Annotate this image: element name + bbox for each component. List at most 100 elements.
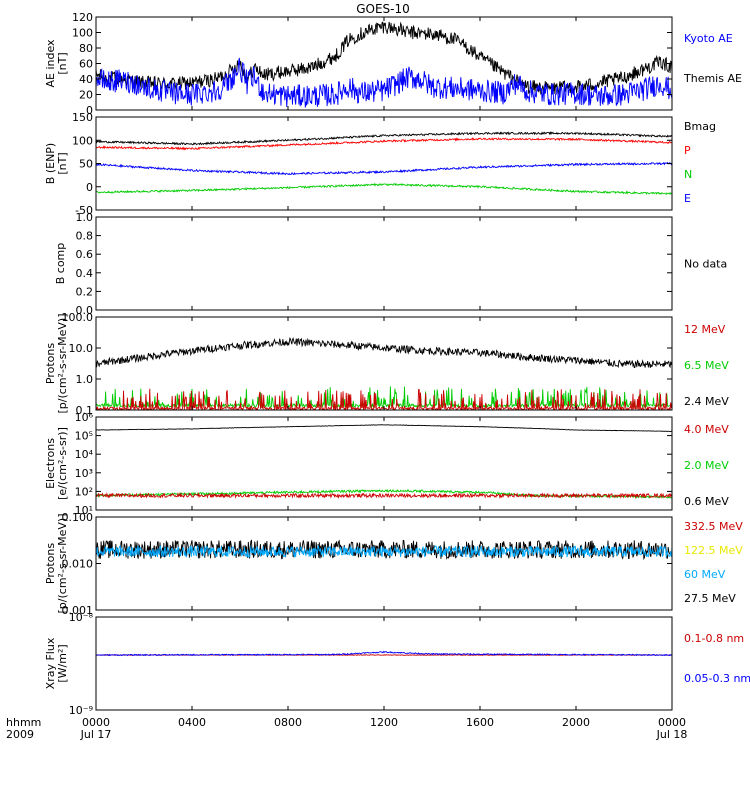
- panel-xray: 10⁻⁹ 10⁻⁸ Xray Flux [W/m²] 0.1-0.8 nm 0.05-0.…: [44, 611, 750, 717]
- legend-bfield-3: E: [684, 192, 691, 205]
- panel-electrons: 10¹ 10² 10³ 10⁴ 10⁵ 10⁶ Electrons [e/(cm²-s-sr)…: [44, 411, 729, 517]
- time-tick-label-6: 0000: [658, 716, 686, 729]
- series-electrons-2: [96, 491, 672, 500]
- yunit-electrons: [e/(cm²-s-sr)]: [56, 427, 69, 500]
- time-tick-label-2: 0800: [274, 716, 302, 729]
- legend-bcomp-0: No data: [684, 258, 727, 271]
- yunit-xray: [W/m²]: [56, 644, 69, 682]
- legend-hiprotons-0: 332.5 MeV: [684, 520, 743, 533]
- figure-title: GOES-10: [356, 2, 410, 16]
- legend-bfield-0: Bmag: [684, 120, 716, 133]
- ytick-label-xray-0: 10⁻⁹: [69, 704, 93, 717]
- ytick-label-ae-1: 20: [79, 89, 93, 102]
- ytick-label-electrons-1: 10²: [75, 485, 93, 498]
- ytick-label-bfield-3: 100: [72, 134, 93, 147]
- panel-frame-hiprotons: [95, 516, 673, 611]
- time-tick-label-5: 2000: [562, 716, 590, 729]
- ytick-label-hiprotons-1: 0.010: [62, 558, 94, 571]
- series-bfield-3: [96, 161, 672, 176]
- series-protons-0: [96, 336, 672, 369]
- ytick-label-electrons-2: 10³: [75, 467, 93, 480]
- time-tick-date-0: Jul 17: [80, 728, 112, 741]
- ytick-label-bfield-4: 150: [72, 111, 93, 124]
- ytick-label-bfield-2: 50: [79, 158, 93, 171]
- ytick-label-xray-1: 10⁻⁸: [69, 611, 94, 624]
- panel-frame-bcomp: [95, 216, 673, 311]
- time-tick-label-3: 1200: [370, 716, 398, 729]
- ytick-label-protons-0: 0.1: [76, 404, 94, 417]
- ytick-label-electrons-3: 10⁴: [75, 448, 94, 461]
- ylabel-ae: AE index: [44, 39, 57, 88]
- time-axis-label-year: 2009: [6, 728, 34, 741]
- legend-electrons-2: 0.6 MeV: [684, 495, 729, 508]
- series-bfield-1: [96, 137, 672, 151]
- legend-hiprotons-3: 27.5 MeV: [684, 592, 736, 605]
- ytick-label-electrons-4: 10⁵: [75, 430, 93, 443]
- ytick-label-bcomp-0: 0.0: [76, 304, 94, 317]
- legend-bfield-2: N: [684, 168, 692, 181]
- ytick-label-ae-3: 60: [79, 58, 93, 71]
- legend-electrons-1: 2.0 MeV: [684, 459, 729, 472]
- time-tick-label-0: 0000: [82, 716, 110, 729]
- ytick-label-protons-2: 10.0: [69, 342, 94, 355]
- time-tick-label-4: 1600: [466, 716, 494, 729]
- series-ae-1: [96, 57, 672, 108]
- ytick-label-bfield-1: 0: [86, 181, 93, 194]
- panel-ae: 0 20 40 60 80 100 120 AE index [nT] Kyoto AE Themi…: [44, 11, 742, 117]
- legend-electrons-0: 4.0 MeV: [684, 423, 729, 436]
- series-hiprotons-1: [96, 544, 672, 558]
- series-xray-1: [96, 650, 672, 657]
- series-ae-0: [96, 21, 672, 95]
- legend-ae-0: Kyoto AE: [684, 32, 733, 45]
- series-bfield-2: [96, 182, 672, 196]
- legend-hiprotons-1: 122.5 MeV: [684, 544, 743, 557]
- ytick-label-ae-5: 100: [72, 27, 93, 40]
- ylabel-bfield: B (ENP): [44, 143, 57, 184]
- ytick-label-bcomp-4: 0.8: [76, 230, 94, 243]
- ylabel-bcomp: B comp: [54, 243, 67, 285]
- ylabel-electrons: Electrons: [44, 438, 57, 489]
- panel-protons: 0.1 1.0 10.0 100.0 Protons [p/(cm²-s-sr-MeV)]…: [44, 311, 729, 417]
- ytick-label-bcomp-3: 0.6: [76, 248, 94, 261]
- ytick-label-ae-4: 80: [79, 42, 93, 55]
- yunit-ae: [nT]: [56, 52, 69, 74]
- ytick-label-hiprotons-2: 0.100: [62, 511, 94, 524]
- ytick-label-electrons-0: 10¹: [75, 504, 93, 517]
- ytick-label-bfield-0: -50: [75, 204, 93, 217]
- ylabel-protons: Protons: [44, 343, 57, 384]
- series-bfield-0: [96, 131, 672, 146]
- yunit-hiprotons: [p/(cm²-s-sr-MeV)]: [56, 514, 69, 614]
- yunit-bfield: [nT]: [56, 152, 69, 174]
- panel-bfield: -50 0 50 100 150 B (ENP) [nT] Bmag PNE: [44, 111, 716, 217]
- ytick-label-ae-2: 40: [79, 73, 93, 86]
- ytick-label-electrons-5: 10⁶: [75, 411, 94, 424]
- series-electrons-0: [96, 424, 672, 432]
- ytick-label-protons-1: 1.0: [76, 373, 94, 386]
- ylabel-hiprotons: Protons: [44, 543, 57, 584]
- legend-protons-2: 2.4 MeV: [684, 395, 729, 408]
- legend-bfield-1: P: [684, 144, 691, 157]
- ylabel-xray: Xray Flux: [44, 637, 57, 689]
- legend-protons-1: 6.5 MeV: [684, 359, 729, 372]
- panel-frame-bfield: [95, 116, 673, 211]
- panel-frame-xray: [95, 616, 673, 711]
- ytick-label-bcomp-2: 0.4: [76, 267, 94, 280]
- legend-protons-0: 12 MeV: [684, 323, 726, 336]
- panel-bcomp: 0.0 0.2 0.4 0.6 0.8 1.0 B comp No data: [54, 211, 727, 317]
- legend-xray-0: 0.1-0.8 nm: [684, 632, 744, 645]
- ytick-label-protons-3: 100.0: [62, 311, 94, 324]
- ytick-label-bcomp-5: 1.0: [76, 211, 94, 224]
- ytick-label-hiprotons-0: 0.001: [62, 604, 94, 617]
- ytick-label-bcomp-1: 0.2: [76, 285, 94, 298]
- time-axis-label-hhmm: hhmm: [6, 716, 41, 729]
- legend-xray-1: 0.05-0.3 nm: [684, 672, 750, 685]
- time-tick-label-1: 0400: [178, 716, 206, 729]
- ytick-label-ae-0: 0: [86, 104, 93, 117]
- legend-hiprotons-2: 60 MeV: [684, 568, 726, 581]
- legend-ae-1: Themis AE: [683, 72, 742, 85]
- yunit-protons: [p/(cm²-s-sr-MeV)]: [56, 314, 69, 414]
- panel-hiprotons: 0.001 0.010 0.100 Protons [p/(cm²-s-sr-MeV)]…: [44, 511, 743, 617]
- ytick-label-ae-6: 120: [72, 11, 93, 24]
